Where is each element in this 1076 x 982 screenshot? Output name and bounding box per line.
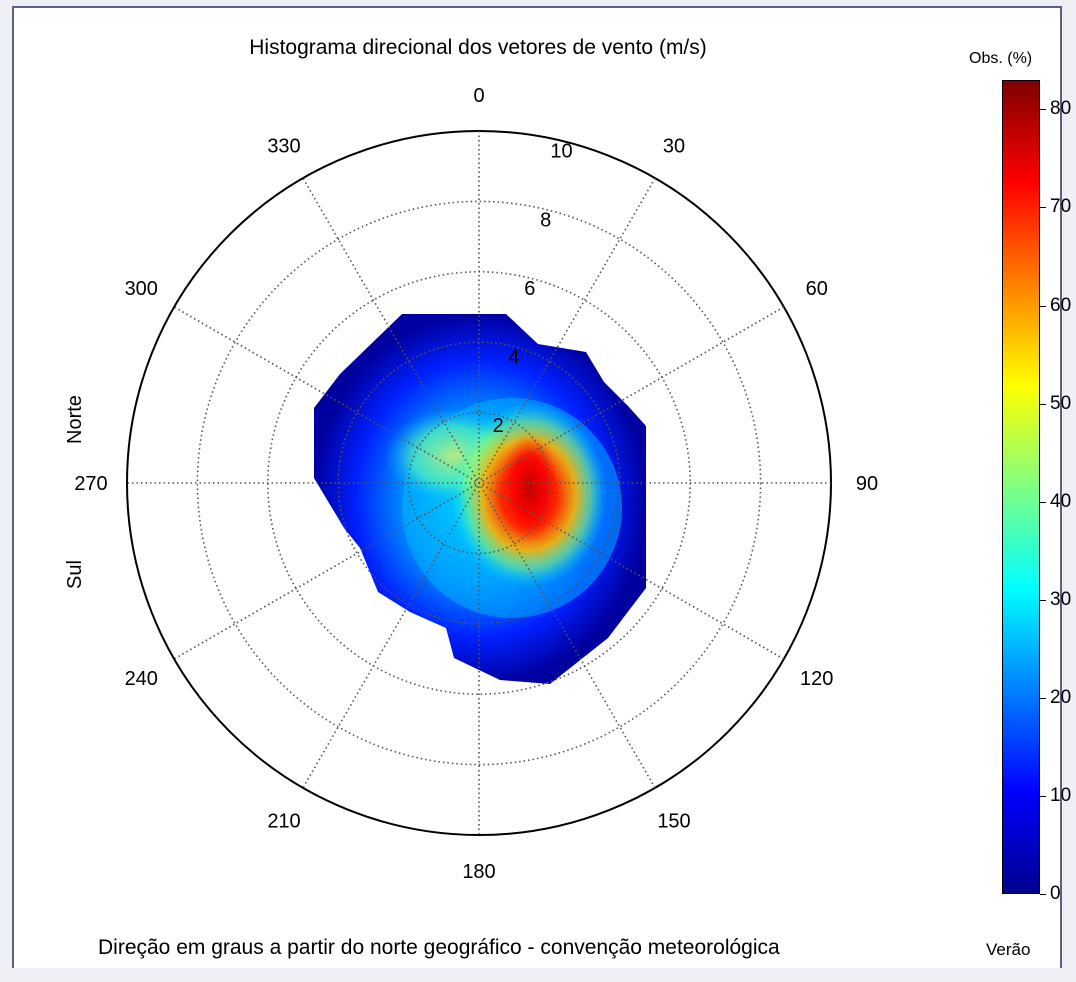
angle-tick-label: 0: [473, 85, 484, 107]
polar-grid: [126, 130, 832, 836]
radial-tick-label: 2: [493, 415, 504, 437]
angle-tick-label: 210: [267, 811, 300, 833]
angle-tick-label: 120: [800, 668, 833, 690]
radial-tick-label: 4: [508, 347, 519, 369]
tick-labels: 0 30 60 90 120 150 180 210 240 270 300 330 2 4 6 8 10: [74, 85, 878, 883]
colorbar-tick-label: 60: [1050, 294, 1072, 316]
colorbar-tick: [1040, 697, 1046, 699]
colorbar-tick: [1040, 403, 1046, 405]
colorbar: [1002, 80, 1040, 894]
radial-tick-label: 6: [524, 278, 535, 300]
angle-tick-label: 300: [125, 278, 158, 300]
angle-tick-label: 180: [462, 861, 495, 883]
x-axis-label: Direção em graus a partir do norte geogr…: [98, 936, 780, 959]
chart-title: Histograma direcional dos vetores de ven…: [249, 36, 707, 59]
colorbar-tick: [1040, 599, 1046, 601]
angle-tick-label: 90: [856, 473, 878, 495]
colorbar-tick-label: 0: [1050, 883, 1061, 904]
radial-tick-label: 10: [550, 141, 572, 163]
radial-gridline: [337, 341, 621, 625]
angle-tick-label: 240: [125, 668, 158, 690]
heatmap-region: [314, 314, 646, 684]
angle-tick-label: 30: [663, 135, 685, 157]
radial-gridline: [407, 411, 551, 555]
angle-tick-label: 270: [74, 473, 107, 495]
angle-tick-label: 60: [806, 278, 828, 300]
colorbar-tick: [1040, 207, 1046, 209]
figure-frame: 0 30 60 90 120 150 180 210 240 270 300 330 2 4 6 8 10 Hi…: [12, 6, 1071, 968]
colorbar-tick-label: 20: [1050, 686, 1072, 708]
colorbar-title: Obs. (%): [969, 50, 1033, 67]
radial-tick-label: 8: [540, 209, 551, 231]
side-label-norte: Norte: [64, 395, 86, 444]
colorbar-tick: [1040, 894, 1046, 895]
colorbar-tick: [1040, 501, 1046, 503]
colorbar-tick-label: 30: [1050, 588, 1072, 610]
side-label-sul: Sul: [64, 560, 86, 589]
colorbar-tick-label: 10: [1050, 784, 1072, 806]
colorbar-tick-label: 70: [1050, 196, 1072, 218]
colorbar-tick-label: 50: [1050, 392, 1072, 414]
angle-tick-label: 150: [657, 811, 690, 833]
colorbar-tick-label: 80: [1050, 98, 1072, 120]
angle-tick-label: 330: [267, 135, 300, 157]
colorbar-tick: [1040, 795, 1046, 797]
colorbar-tick: [1040, 109, 1046, 111]
colorbar-tick: [1040, 305, 1046, 307]
radial-gridline: [196, 200, 762, 766]
angular-gridline: [302, 177, 656, 789]
polar-plot: 0 30 60 90 120 150 180 210 240 270 300 330 2 4 6 8 10 Hi…: [74, 36, 878, 883]
heatmap-core: [500, 434, 560, 542]
colorbar-tick-label: 40: [1050, 490, 1072, 512]
colorbar-footer: Verão: [986, 940, 1031, 959]
